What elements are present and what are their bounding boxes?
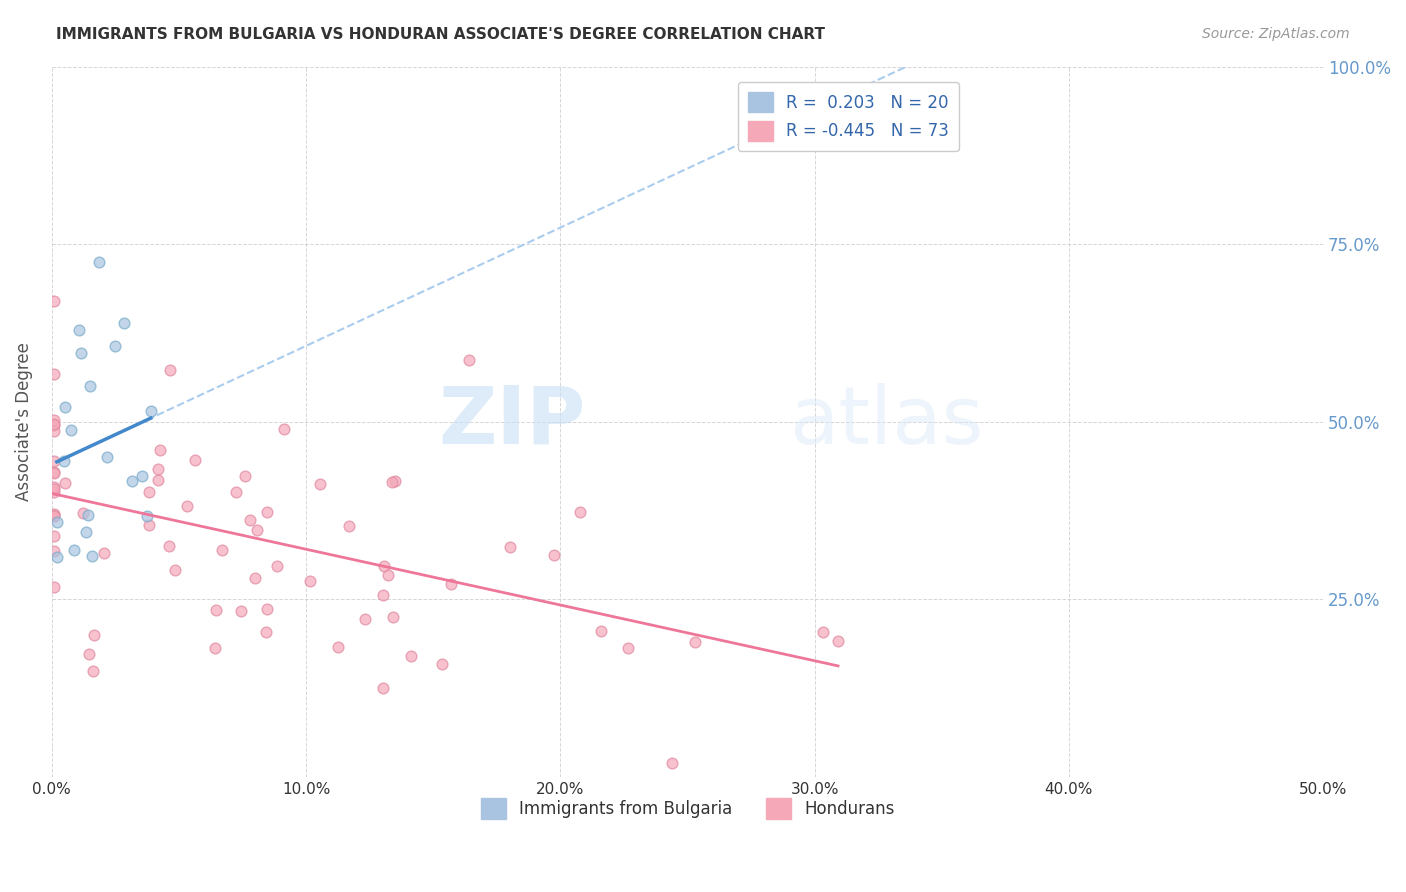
Point [45,515,67,529]
Point [44,367,66,381]
Point [44,424,66,438]
Point [104,339,127,353]
Point [146,461,169,475]
Point [371,589,394,603]
Point [176,500,198,514]
Point [44,465,66,479]
Legend: Immigrants from Bulgaria, Hondurans: Immigrants from Bulgaria, Hondurans [474,792,901,825]
Point [157,539,180,553]
Point [44,509,66,524]
Point [44,466,66,480]
Point [373,558,395,573]
Point [371,681,394,695]
Point [44,482,66,496]
Point [44,480,66,494]
Point [458,353,481,368]
Point [354,612,377,626]
Text: atlas: atlas [789,383,984,461]
Point [589,624,612,639]
Point [266,558,288,573]
Point [254,624,277,639]
Point [440,577,463,591]
Point [112,316,135,330]
Point [382,610,405,624]
Point [239,512,262,526]
Point [77,648,100,662]
Point [139,404,162,418]
Y-axis label: Associate's Degree: Associate's Degree [15,343,32,501]
Point [75,525,97,540]
Point [82,549,104,564]
Point [256,602,278,616]
Point [256,505,278,519]
Point [811,625,834,640]
Point [52,454,75,468]
Point [165,563,187,577]
Point [59,424,82,438]
Point [44,454,66,468]
Text: Source: ZipAtlas.com: Source: ZipAtlas.com [1202,27,1350,41]
Point [211,543,233,558]
Point [44,294,66,309]
Point [136,508,159,523]
Point [205,603,228,617]
Point [72,506,94,520]
Point [229,604,252,618]
Point [225,485,247,500]
Point [543,549,565,563]
Point [149,443,172,458]
Point [569,505,592,519]
Point [83,628,105,642]
Point [399,648,422,663]
Point [44,529,66,543]
Point [233,469,256,483]
Point [309,477,332,491]
Point [827,633,849,648]
Point [148,473,170,487]
Text: IMMIGRANTS FROM BULGARIA VS HONDURAN ASSOCIATE'S DEGREE CORRELATION CHART: IMMIGRANTS FROM BULGARIA VS HONDURAN ASS… [56,27,825,42]
Point [76,508,98,522]
Point [44,507,66,521]
Point [70,346,93,360]
Point [138,518,160,533]
Point [337,519,360,533]
Point [67,323,90,337]
Point [384,474,406,488]
Point [243,571,266,585]
Point [326,640,349,654]
Point [138,484,160,499]
Point [45,549,67,564]
Point [44,413,66,427]
Point [685,634,707,648]
Point [377,568,399,582]
Point [87,255,110,269]
Point [121,475,143,489]
Point [498,540,520,554]
Point [79,379,101,393]
Point [617,640,640,655]
Point [299,574,322,588]
Point [44,484,66,499]
Text: ZIP: ZIP [439,383,586,461]
Point [381,475,404,489]
Point [159,362,181,376]
Point [44,417,66,432]
Point [661,756,683,771]
Point [273,422,295,436]
Point [44,418,66,433]
Point [63,543,86,558]
Point [44,544,66,558]
Point [93,546,115,560]
Point [184,453,207,467]
Point [53,475,76,490]
Point [131,469,153,483]
Point [246,523,269,537]
Point [53,400,76,414]
Point [44,580,66,594]
Point [204,641,226,656]
Point [96,450,118,464]
Point [82,665,104,679]
Point [44,508,66,523]
Point [430,657,453,672]
